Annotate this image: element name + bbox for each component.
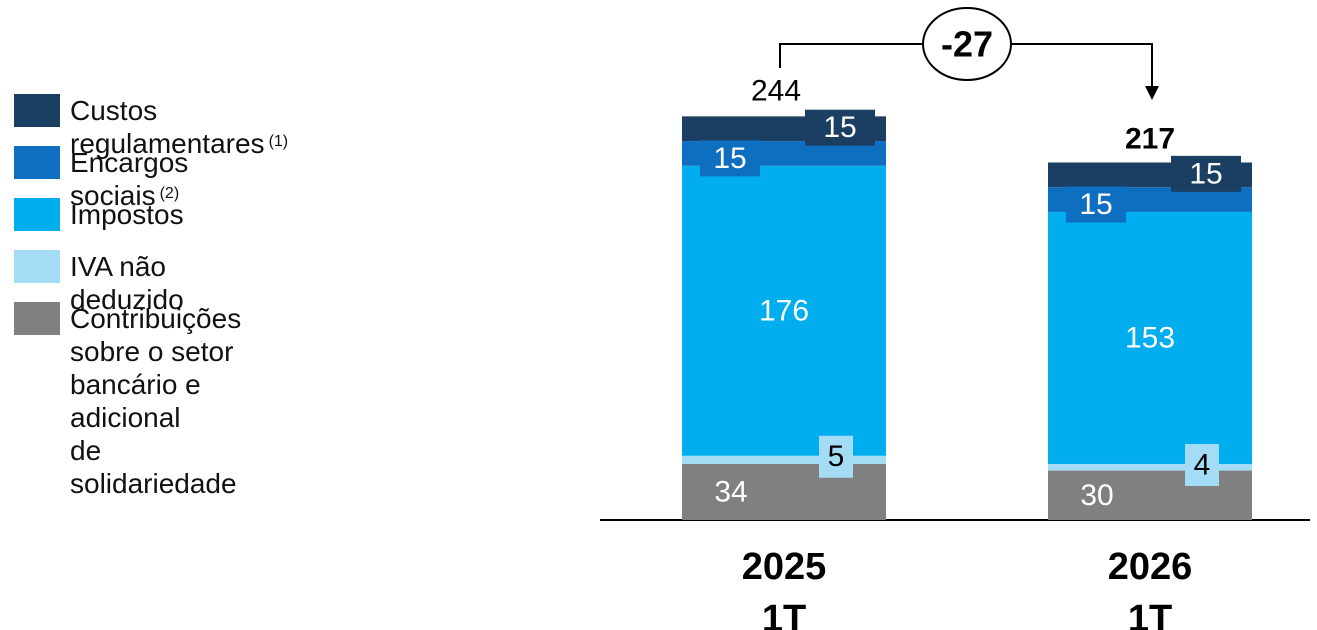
data-label: 15 <box>713 142 746 175</box>
data-label: 153 <box>1125 321 1175 354</box>
data-label: 176 <box>759 294 809 327</box>
change-label: -27 <box>941 24 993 65</box>
data-label-box <box>819 435 853 478</box>
data-label-box <box>700 140 760 177</box>
data-label-box <box>805 109 875 146</box>
legend-swatch <box>14 302 60 335</box>
data-label: 34 <box>714 475 747 508</box>
data-label-box <box>1066 186 1126 223</box>
legend-swatch <box>14 146 60 179</box>
data-label-box <box>1171 155 1241 192</box>
legend-label: Custos regulamentares (1) <box>70 95 289 159</box>
data-label: 15 <box>1079 188 1112 221</box>
category-label: 2026 <box>1108 546 1193 588</box>
data-label: 15 <box>1189 157 1222 190</box>
data-label: 4 <box>1194 448 1211 481</box>
bar-segment <box>1048 211 1252 464</box>
total-label: 217 <box>1125 122 1175 155</box>
category-label: 1T <box>762 598 806 630</box>
total-label: 244 <box>751 74 801 107</box>
data-label-box <box>1185 443 1219 486</box>
change-arrowhead <box>1145 86 1159 100</box>
category-label: 2025 <box>742 546 827 588</box>
legend-label: Impostos <box>70 199 184 230</box>
bar-segment <box>682 455 886 464</box>
legend-label: Encargos sociais (2) <box>70 147 189 211</box>
data-label: 15 <box>823 111 856 144</box>
legend-swatch <box>14 94 60 127</box>
bar-segment <box>1048 463 1252 471</box>
legend-label: Contribuições sobre o setor bancário e a… <box>70 303 242 499</box>
legend-swatch <box>14 198 60 231</box>
legend-label: IVA não deduzido <box>70 251 184 315</box>
bar-segment <box>682 463 886 520</box>
bar-segment <box>682 165 886 456</box>
change-circle <box>922 7 1012 81</box>
legend-swatch <box>14 250 60 283</box>
category-label: 1T <box>1128 598 1172 630</box>
bar-segment <box>1048 470 1252 520</box>
data-label: 30 <box>1080 479 1113 512</box>
data-label: 5 <box>828 440 845 473</box>
